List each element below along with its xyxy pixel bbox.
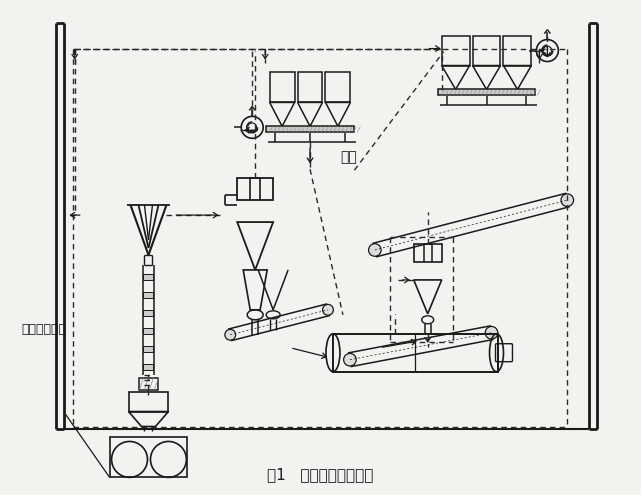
Circle shape xyxy=(225,329,236,340)
Circle shape xyxy=(369,244,381,256)
FancyBboxPatch shape xyxy=(144,346,153,352)
FancyBboxPatch shape xyxy=(144,364,153,370)
FancyBboxPatch shape xyxy=(438,90,535,96)
Circle shape xyxy=(561,194,574,206)
Circle shape xyxy=(344,353,356,366)
Text: 图1   改造后工艺流程图: 图1 改造后工艺流程图 xyxy=(267,467,373,482)
Text: 入库: 入库 xyxy=(340,150,356,164)
Text: 来自库底配料: 来自库底配料 xyxy=(21,323,66,336)
FancyBboxPatch shape xyxy=(144,310,153,316)
Circle shape xyxy=(485,327,498,339)
FancyBboxPatch shape xyxy=(265,126,354,132)
FancyBboxPatch shape xyxy=(144,292,153,298)
FancyBboxPatch shape xyxy=(144,328,153,334)
Circle shape xyxy=(322,304,333,315)
FancyBboxPatch shape xyxy=(144,274,153,280)
